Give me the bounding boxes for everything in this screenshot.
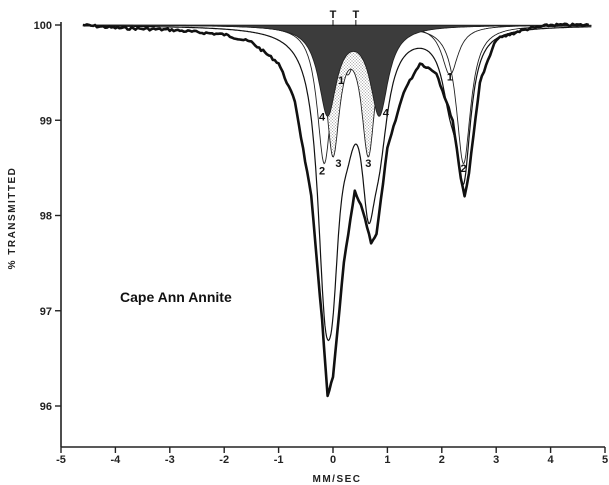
fit-components [85,24,592,165]
component-number-label: 3 [365,158,371,170]
x-tick-label: -1 [274,454,284,466]
y-axis-label: % TRANSMITTED [7,167,18,270]
component-number-label: 4 [383,108,390,120]
x-tick-label: 5 [602,454,608,466]
x-tick-label: 2 [439,454,445,466]
data-curves [82,22,592,398]
x-axis-label: MM/SEC [313,474,362,485]
component-doublet-4 [85,24,592,117]
y-tick-label: 100 [34,20,52,32]
component-number-label: 1 [338,75,344,87]
y-tick-label: 96 [40,401,52,413]
y-tick-label: 99 [40,115,52,127]
component-number-label: 2 [460,163,466,175]
component-number-label: 2 [319,166,325,178]
measured-spectrum-line [82,22,590,398]
marker-t-label: T [330,9,337,21]
x-tick-label: 3 [493,454,499,466]
component-number-label: 1 [447,71,453,83]
y-tick-label: 97 [40,306,52,318]
x-tick-label: 1 [384,454,390,466]
x-tick-label: 4 [548,454,555,466]
x-tick-label: -5 [56,454,66,466]
x-tick-label: 0 [330,454,336,466]
component-labels: T T1 14 423 3 2 [319,9,467,178]
y-tick-label: 98 [40,211,52,223]
marker-t-label: T [352,9,359,21]
x-tick-label: -3 [165,454,175,466]
component-number-label: 4 [319,111,326,123]
sample-name-annotation: Cape Ann Annite [120,289,232,305]
x-tick-label: -2 [219,454,229,466]
x-tick-label: -4 [111,454,122,466]
component-number-label: 3 [335,158,341,170]
